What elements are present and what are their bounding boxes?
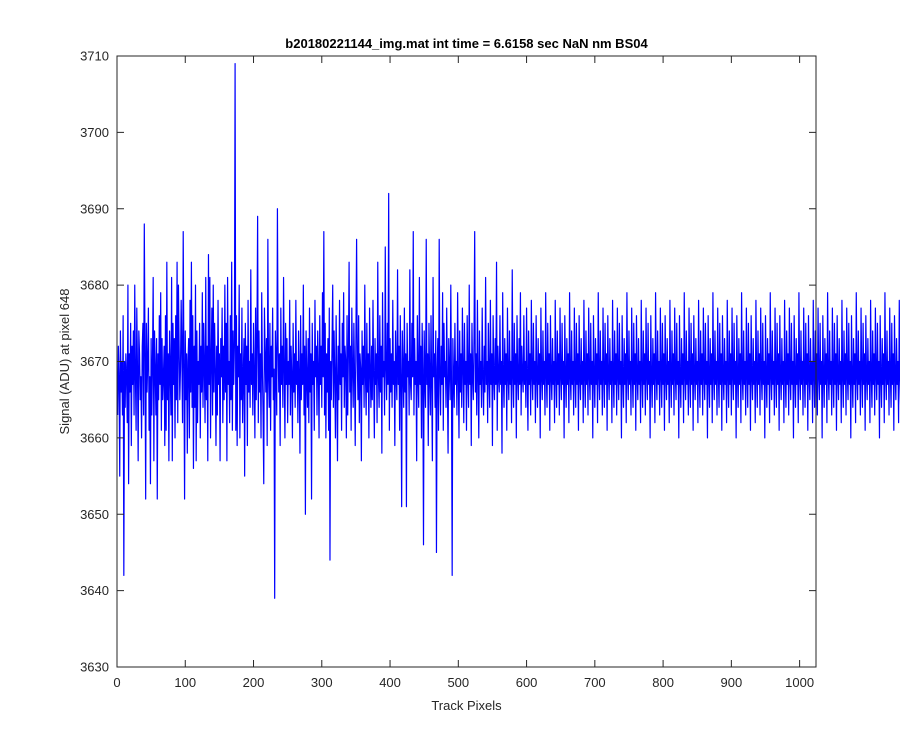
y-tick-label: 3700 bbox=[80, 125, 109, 140]
x-tick-label: 1000 bbox=[785, 675, 814, 690]
x-tick-label: 0 bbox=[113, 675, 120, 690]
series-layer bbox=[117, 63, 900, 599]
y-tick-label: 3650 bbox=[80, 507, 109, 522]
y-tick-label: 3630 bbox=[80, 660, 109, 675]
y-tick-label: 3690 bbox=[80, 201, 109, 216]
x-tick-label: 200 bbox=[243, 675, 265, 690]
y-tick-label: 3640 bbox=[80, 583, 109, 598]
y-tick-label: 3670 bbox=[80, 354, 109, 369]
x-tick-label: 900 bbox=[721, 675, 743, 690]
chart-title: b20180221144_img.mat int time = 6.6158 s… bbox=[285, 36, 648, 51]
x-tick-label: 300 bbox=[311, 675, 333, 690]
x-tick-label: 500 bbox=[447, 675, 469, 690]
y-tick-label: 3660 bbox=[80, 430, 109, 445]
y-tick-label: 3710 bbox=[80, 49, 109, 64]
y-ticks: 3630 3640 3650 3660 3670 3680 3690 3700 3710 bbox=[80, 49, 816, 675]
x-tick-label: 800 bbox=[652, 675, 674, 690]
x-axis-label: Track Pixels bbox=[431, 698, 502, 713]
x-ticks: 0 100 200 300 400 500 600 700 800 900 1000 bbox=[113, 56, 814, 690]
x-tick-label: 600 bbox=[516, 675, 538, 690]
x-tick-label: 100 bbox=[174, 675, 196, 690]
series-line-0 bbox=[117, 63, 900, 599]
y-axis-label: Signal (ADU) at pixel 648 bbox=[57, 289, 72, 435]
y-tick-label: 3680 bbox=[80, 278, 109, 293]
x-tick-label: 700 bbox=[584, 675, 606, 690]
x-tick-label: 400 bbox=[379, 675, 401, 690]
